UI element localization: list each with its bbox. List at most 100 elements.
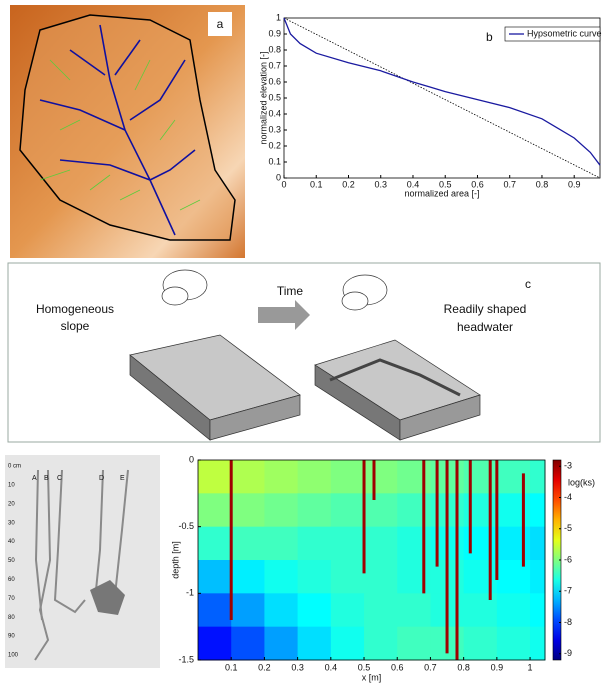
panel-a: a xyxy=(10,5,245,258)
root-label: A xyxy=(32,475,37,482)
heatmap-cell xyxy=(497,527,531,561)
y-tick-label: 0.1 xyxy=(268,156,281,166)
heatmap-cell xyxy=(397,493,431,527)
figure: a c Homogeneous slope Time Readily shape… xyxy=(0,0,602,689)
heatmap-cell xyxy=(198,460,232,494)
panel-label: b xyxy=(486,30,493,44)
depth-label: 70 xyxy=(8,596,15,602)
heatmap-cell xyxy=(198,560,232,594)
heatmap-cell xyxy=(530,527,545,561)
right-text: Readily shaped xyxy=(444,302,527,316)
x-tick-label: 0.3 xyxy=(291,662,304,672)
colorbar-tick-label: -9 xyxy=(564,648,572,658)
heatmap-cell xyxy=(298,460,332,494)
colorbar-tick-label: -3 xyxy=(564,461,572,471)
heatmap-cell xyxy=(198,593,232,627)
x-tick-label: 0 xyxy=(281,179,286,189)
x-tick-label: 0.8 xyxy=(536,179,549,189)
heatmap-cell xyxy=(298,593,332,627)
heatmap-cell xyxy=(198,527,232,561)
colorbar-label: log(ks) xyxy=(568,477,595,487)
x-axis-label: normalized area [-] xyxy=(404,188,479,198)
y-tick-label: -0.5 xyxy=(178,521,194,531)
x-tick-label: 0.7 xyxy=(424,662,437,672)
x-tick-label: 0.2 xyxy=(258,662,271,672)
panel-label: c xyxy=(525,277,531,291)
heatmap-cell xyxy=(364,560,398,594)
heatmap-cell xyxy=(497,460,531,494)
heatmap-cell xyxy=(264,627,298,661)
y-axis-label: normalized elevation [-] xyxy=(258,51,268,144)
heatmap-cell xyxy=(231,493,265,527)
heatmap-cell xyxy=(331,460,365,494)
x-tick-label: 0.4 xyxy=(325,662,338,672)
heatmap-cell xyxy=(530,460,545,494)
heatmap-cell xyxy=(264,560,298,594)
colorbar-tick-label: -7 xyxy=(564,586,572,596)
right-text: headwater xyxy=(457,320,513,334)
heatmap-cell xyxy=(264,460,298,494)
photo-background xyxy=(5,455,160,668)
heatmap-cell xyxy=(397,627,431,661)
x-tick-label: 0.1 xyxy=(310,179,323,189)
y-tick-label: 0.9 xyxy=(268,28,281,38)
y-tick-label: 0 xyxy=(189,454,194,464)
heatmap-cell xyxy=(530,627,545,661)
heatmap-cell xyxy=(464,493,498,527)
heatmap-cell xyxy=(364,593,398,627)
heatmap-cell xyxy=(298,560,332,594)
y-tick-label: 0.8 xyxy=(268,44,281,54)
depth-label: 60 xyxy=(8,577,15,583)
x-tick-label: 0.5 xyxy=(358,662,371,672)
depth-label: 30 xyxy=(8,520,15,526)
y-tick-label: 1 xyxy=(276,12,281,22)
arrow-text: Time xyxy=(277,284,304,298)
heatmap-cell xyxy=(331,627,365,661)
x-tick-label: 1 xyxy=(528,662,533,672)
heatmap-cell xyxy=(231,560,265,594)
heatmap-cell xyxy=(530,560,545,594)
left-text: Homogeneous xyxy=(36,302,114,316)
x-tick-label: 0.3 xyxy=(374,179,387,189)
heatmap-cell xyxy=(231,593,265,627)
depth-label: 90 xyxy=(8,634,15,640)
root-label: B xyxy=(44,475,49,482)
depth-label: 100 xyxy=(8,653,19,659)
heatmap-cell xyxy=(530,493,545,527)
depth-label: 50 xyxy=(8,558,15,564)
heatmap-cell xyxy=(298,627,332,661)
x-tick-label: 0.9 xyxy=(568,179,581,189)
heatmap-cell xyxy=(464,593,498,627)
heatmap-cell xyxy=(331,560,365,594)
colorbar-tick-label: -5 xyxy=(564,523,572,533)
y-axis-label: depth [m] xyxy=(170,541,180,579)
y-tick-label: 0.6 xyxy=(268,76,281,86)
legend-label: Hypsometric curve xyxy=(527,28,602,38)
y-tick-label: 0.4 xyxy=(268,108,281,118)
heatmap-cell xyxy=(231,627,265,661)
heatmap-cell xyxy=(364,627,398,661)
depth-label: 20 xyxy=(8,501,15,507)
y-tick-label: -1 xyxy=(186,588,194,598)
heatmap-cell xyxy=(264,493,298,527)
y-tick-label: 0 xyxy=(276,172,281,182)
heatmap-cell xyxy=(497,627,531,661)
y-tick-label: 0.2 xyxy=(268,140,281,150)
heatmap-cell xyxy=(497,493,531,527)
x-tick-label: 0.6 xyxy=(391,662,404,672)
heatmap-cell xyxy=(198,627,232,661)
heatmap-cell xyxy=(464,527,498,561)
heatmap-cell xyxy=(464,560,498,594)
heatmap-cell xyxy=(231,527,265,561)
depth-label: 10 xyxy=(8,482,15,488)
panel-label: a xyxy=(217,17,224,31)
colorbar-tick-label: -6 xyxy=(564,554,572,564)
heatmap-cell xyxy=(530,593,545,627)
colorbar-tick-label: -4 xyxy=(564,492,572,502)
heatmap-cell xyxy=(397,593,431,627)
y-tick-label: -1.5 xyxy=(178,654,194,664)
heatmap-cell xyxy=(397,460,431,494)
x-tick-label: 0.2 xyxy=(342,179,355,189)
x-tick-label: 0.9 xyxy=(491,662,504,672)
depth-label: 0 cm xyxy=(8,464,21,470)
